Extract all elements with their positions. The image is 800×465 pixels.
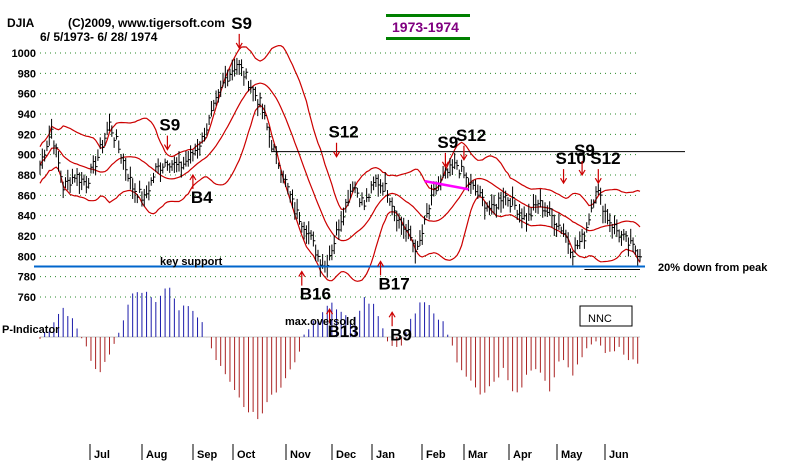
month-label: Sep [197, 449, 217, 461]
signal-arrow [388, 311, 396, 327]
month-label: Jan [376, 449, 395, 461]
lower-band [39, 104, 641, 282]
y-tick-labels: 760 780 800 820 840 860 880 900 920 940 960 980 1000 [12, 48, 36, 304]
y-tick-label: 1000 [12, 48, 36, 60]
signal-arrow [594, 169, 602, 185]
signal-label: S12 [329, 123, 359, 142]
month-label: Dec [336, 449, 356, 461]
upper-band [39, 44, 641, 211]
signal-label: S9 [574, 141, 595, 160]
signal-label: S9 [437, 133, 458, 152]
period-badge-bottom-rule [386, 37, 470, 40]
y-tick-label: 860 [18, 190, 36, 202]
y-tick-label: 760 [18, 292, 36, 304]
signal-arrow [460, 145, 468, 161]
y-tick-label: 900 [18, 150, 36, 162]
signal-arrow [441, 152, 449, 169]
nnc-box [579, 305, 633, 327]
signal-label: S9 [159, 116, 180, 135]
date-range: 6/ 5/1973- 6/ 28/ 1974 [40, 30, 158, 44]
period-badge-top-rule [386, 14, 470, 17]
reference-lines [34, 151, 685, 271]
signal-arrow [163, 135, 171, 151]
signal-arrow [326, 308, 334, 324]
month-label: Nov [290, 449, 312, 461]
p-indicator [39, 287, 640, 420]
signal-label: S10 [556, 149, 586, 168]
signal-arrow [377, 260, 385, 276]
signal-arrow [560, 169, 568, 185]
month-label: Jun [609, 449, 629, 461]
signal-arrow [189, 173, 197, 189]
month-label: Oct [237, 449, 256, 461]
signal-arrow [298, 270, 306, 286]
signal-arrow [235, 33, 243, 50]
month-label: May [561, 449, 583, 461]
signal-label: S12 [456, 126, 486, 145]
month-label: Feb [426, 449, 446, 461]
chart-symbol: DJIA [7, 16, 35, 30]
y-tick-label: 920 [18, 129, 36, 141]
key-support-label: key support [160, 256, 223, 268]
nnc-label: NNC [588, 313, 612, 325]
max-oversold-label: max.oversold [285, 316, 356, 328]
y-tick-label: 980 [18, 68, 36, 80]
annotations: key support 20% down from peak max.oversol… [2, 256, 768, 336]
signal-label: B4 [191, 188, 213, 207]
trend-highlight-line [424, 179, 469, 191]
signal-label: B16 [300, 285, 331, 304]
signal-label: B17 [379, 274, 410, 293]
y-tick-label: 940 [18, 109, 36, 121]
signal-label: S9 [231, 14, 252, 33]
middle-band [39, 82, 641, 242]
month-label: Jul [94, 449, 110, 461]
y-tick-label: 880 [18, 170, 36, 182]
indicator-name-label: P-Indicator [2, 324, 60, 336]
copyright-text: (C)2009, www.tigersoft.com [68, 16, 225, 30]
month-label: Aug [146, 449, 167, 461]
period-badge: 1973-1974 [392, 19, 459, 35]
y-tick-label: 780 [18, 272, 36, 284]
signal-arrow [578, 161, 586, 177]
signal-label: B13 [328, 322, 359, 341]
y-tick-label: 960 [18, 89, 36, 101]
grid-layer [40, 52, 640, 298]
y-tick-label: 800 [18, 251, 36, 263]
price-bars [39, 57, 642, 278]
bollinger-bands [39, 44, 641, 282]
down-from-peak-label: 20% down from peak [658, 262, 768, 274]
month-axis: Jul Aug Sep Oct Nov Dec Jan Feb Mar Apr May Jun [89, 444, 629, 461]
signal-label: S12 [590, 149, 620, 168]
y-tick-label: 820 [18, 231, 36, 243]
signal-label: B9 [390, 325, 412, 344]
y-tick-label: 840 [18, 211, 36, 223]
month-label: Apr [513, 449, 533, 461]
month-label: Mar [468, 449, 488, 461]
signal-arrow [333, 142, 341, 158]
